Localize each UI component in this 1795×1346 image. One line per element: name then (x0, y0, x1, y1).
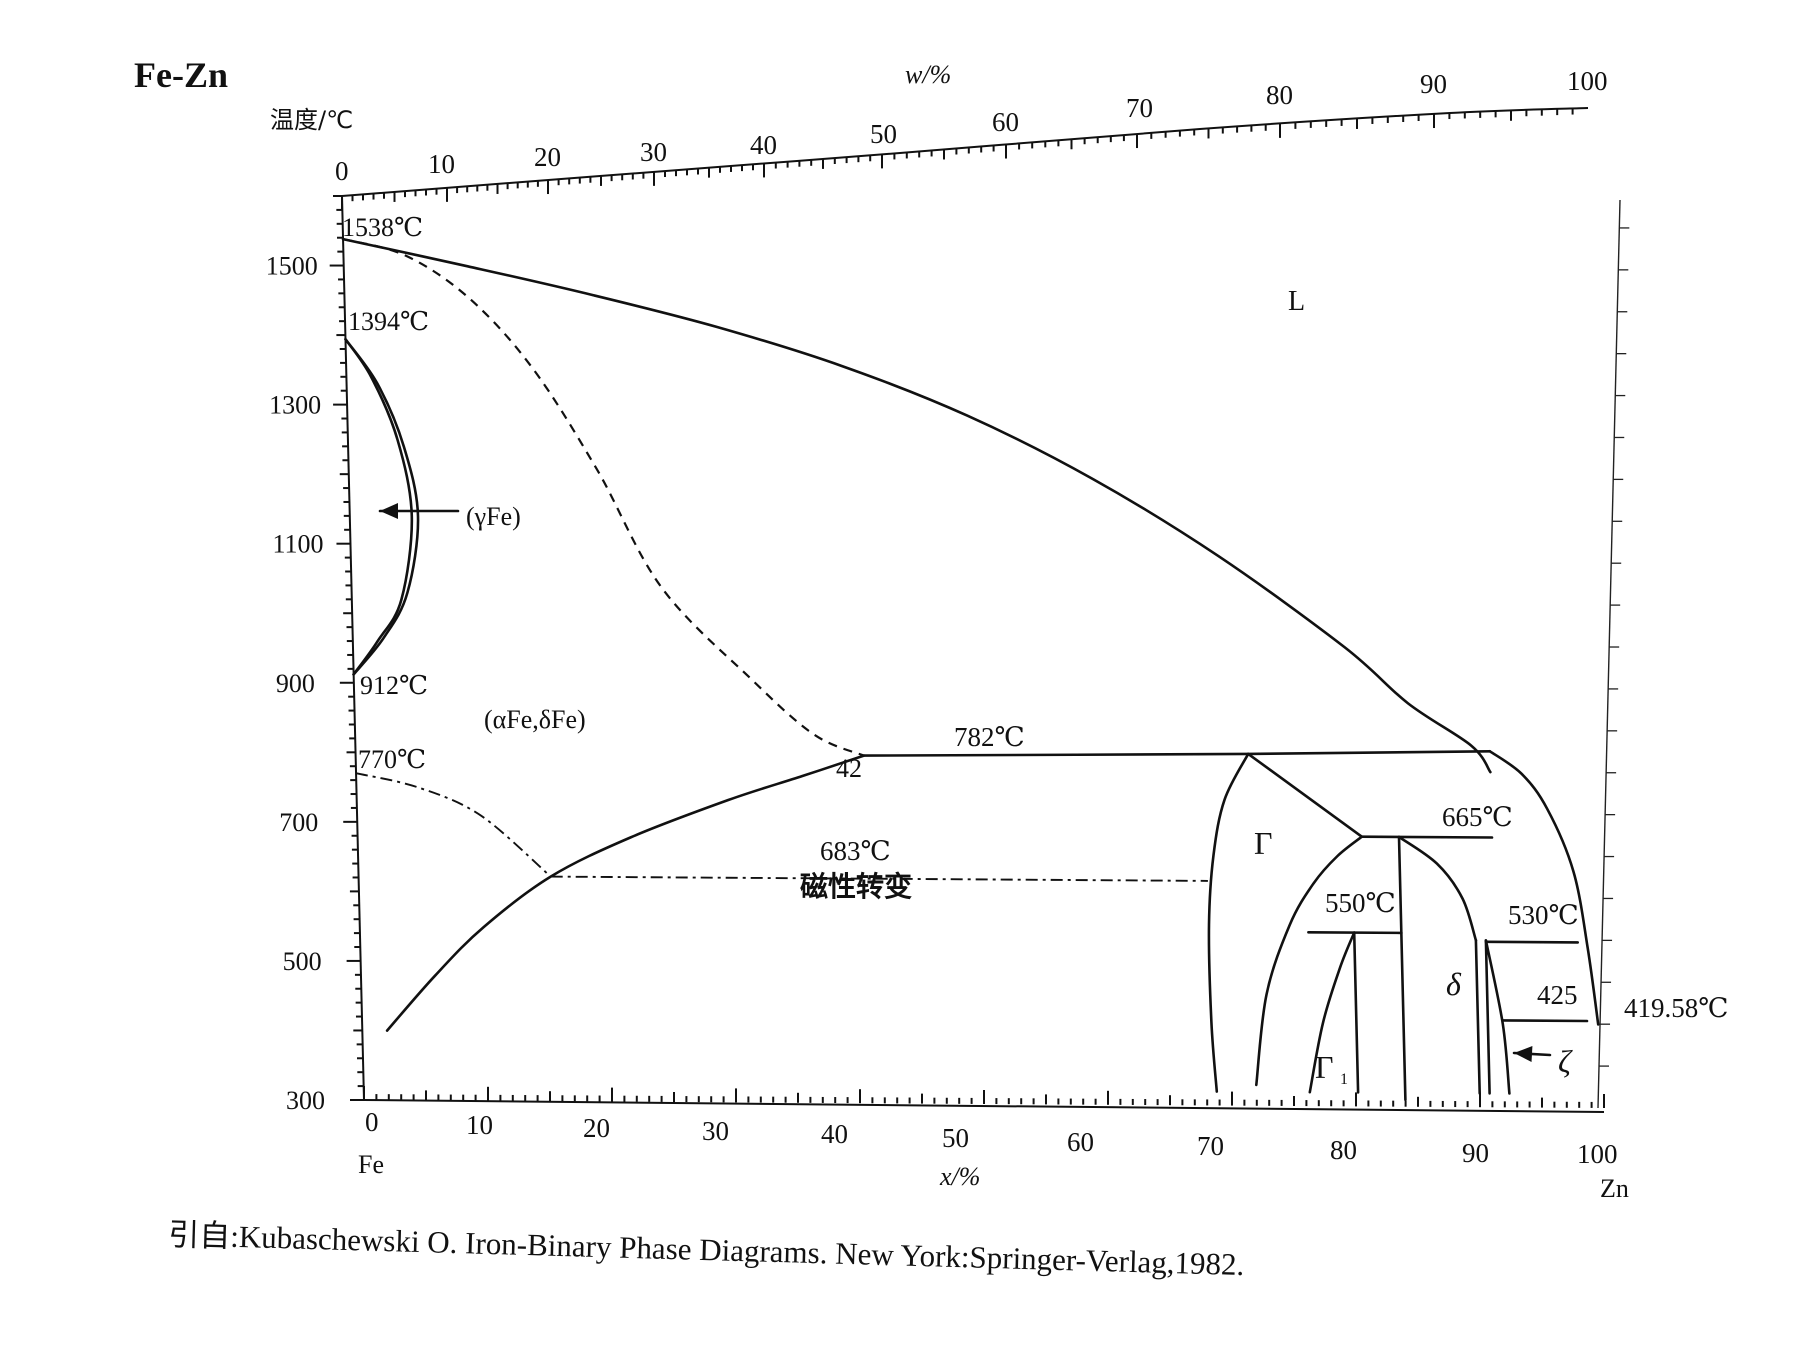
x-tick-label: 50 (942, 1123, 969, 1153)
phase-label-gamma1-subscript: 1 (1340, 1071, 1348, 1088)
phase-boundary-21 (1484, 940, 1579, 944)
annot-530: 530℃ (1508, 900, 1579, 930)
annot-1394: 1394℃ (348, 307, 429, 336)
phase-boundary-6 (355, 772, 552, 878)
phase-boundary-20 (1484, 939, 1511, 1095)
right-frame-line (1597, 199, 1621, 1109)
annot-1538: 1538℃ (342, 213, 423, 242)
x-tick-label: 20 (583, 1113, 610, 1143)
top-tick-label: 70 (1126, 93, 1153, 123)
phase-boundary-17 (1397, 835, 1478, 942)
phase-boundary-7 (862, 750, 1492, 757)
y-tick-label: 1100 (272, 530, 323, 559)
phase-boundary-11 (1360, 835, 1494, 839)
annot-782: 782℃ (954, 722, 1025, 752)
phase-boundary-14 (1308, 931, 1356, 1094)
top-tick-label: 50 (870, 119, 897, 149)
x-tick-label: 80 (1330, 1135, 1357, 1165)
annot-912: 912℃ (360, 671, 428, 700)
annot-425: 425 (1537, 980, 1578, 1010)
phase-boundary-18 (1474, 939, 1481, 1095)
phase-boundary-1 (341, 237, 1492, 774)
phase-label-delta: δ (1446, 966, 1462, 1002)
top-tick-label: 100 (1567, 66, 1608, 96)
annot-42: 42 (836, 754, 862, 783)
top-tick-label: 10 (428, 149, 455, 179)
annot-550: 550℃ (1325, 888, 1396, 918)
x-tick-label: 90 (1462, 1138, 1489, 1168)
top-tick-label: 40 (750, 130, 777, 160)
x-tick-label: 70 (1197, 1131, 1224, 1161)
phase-boundary-3 (344, 337, 414, 676)
phase-boundary-19 (1484, 939, 1491, 1095)
annot-683: 683℃ (820, 836, 891, 866)
phase-label-liquid: L (1288, 286, 1305, 317)
phase-label-gamma: Γ (1254, 825, 1273, 861)
phase-boundary-23 (1488, 750, 1600, 1026)
phase-boundary-8 (550, 875, 1208, 882)
annot-419-58: 419.58℃ (1624, 993, 1728, 1023)
y-axis-line (341, 195, 365, 1101)
x-axis-label: x/% (939, 1162, 980, 1191)
top-tick-label: 30 (640, 137, 667, 167)
phase-boundary-12 (1255, 835, 1364, 1087)
y-tick-label: 300 (286, 1086, 325, 1115)
y-tick-label: 1500 (266, 252, 318, 281)
phase-label-alpha-delta-fe: (αFe,δFe) (484, 705, 586, 734)
y-tick-label: 500 (283, 947, 322, 976)
x-tick-label: 30 (702, 1116, 729, 1146)
right-element-label: Zn (1600, 1174, 1629, 1203)
top-tick-label: 60 (992, 107, 1019, 137)
system-title: Fe-Zn (134, 55, 228, 95)
x-tick-label: 40 (821, 1119, 848, 1149)
phase-boundary-16 (1397, 835, 1407, 1102)
y-axis-label: 温度/℃ (270, 106, 353, 134)
annot-665: 665℃ (1442, 802, 1513, 832)
annot-770: 770℃ (358, 745, 426, 774)
x-tick-label: 60 (1067, 1127, 1094, 1157)
annot-magnetic-transition: 磁性转变 (800, 870, 912, 903)
x-tick-label: 0 (365, 1107, 379, 1137)
phase-boundary-22 (1501, 1019, 1589, 1023)
top-tick-label: 90 (1420, 69, 1447, 99)
y-tick-label: 700 (279, 808, 318, 837)
top-axis-label: w/% (905, 60, 951, 89)
y-tick-label: 1300 (269, 391, 321, 420)
x-tick-label: 10 (466, 1110, 493, 1140)
top-tick-label: 20 (534, 142, 561, 172)
top-tick-label: 80 (1266, 80, 1293, 110)
phase-boundary-15 (1352, 931, 1360, 1094)
phase-boundary-2 (342, 238, 865, 757)
x-axis-line (363, 1099, 1605, 1113)
phase-label-gamma1: Γ (1315, 1049, 1334, 1085)
phase-label-zeta: ζ (1558, 1043, 1573, 1079)
left-element-label: Fe (358, 1150, 384, 1179)
phase-label-gamma-fe: (γFe) (466, 502, 521, 531)
x-tick-label: 100 (1577, 1139, 1618, 1169)
phase-boundary-4 (344, 337, 420, 676)
y-tick-label: 900 (276, 669, 315, 698)
phase-boundary-9 (1207, 752, 1250, 1093)
gamma-fe-arrow-head (380, 503, 398, 519)
zeta-arrow-head (1514, 1046, 1533, 1062)
citation-text: 引自:Kubaschewski O. Iron-Binary Phase Dia… (168, 1217, 1245, 1282)
phase-boundary-10 (1246, 752, 1364, 838)
top-tick-label: 0 (335, 156, 349, 186)
top-axis-line (341, 107, 1589, 197)
phase-boundary-5 (385, 754, 866, 1032)
